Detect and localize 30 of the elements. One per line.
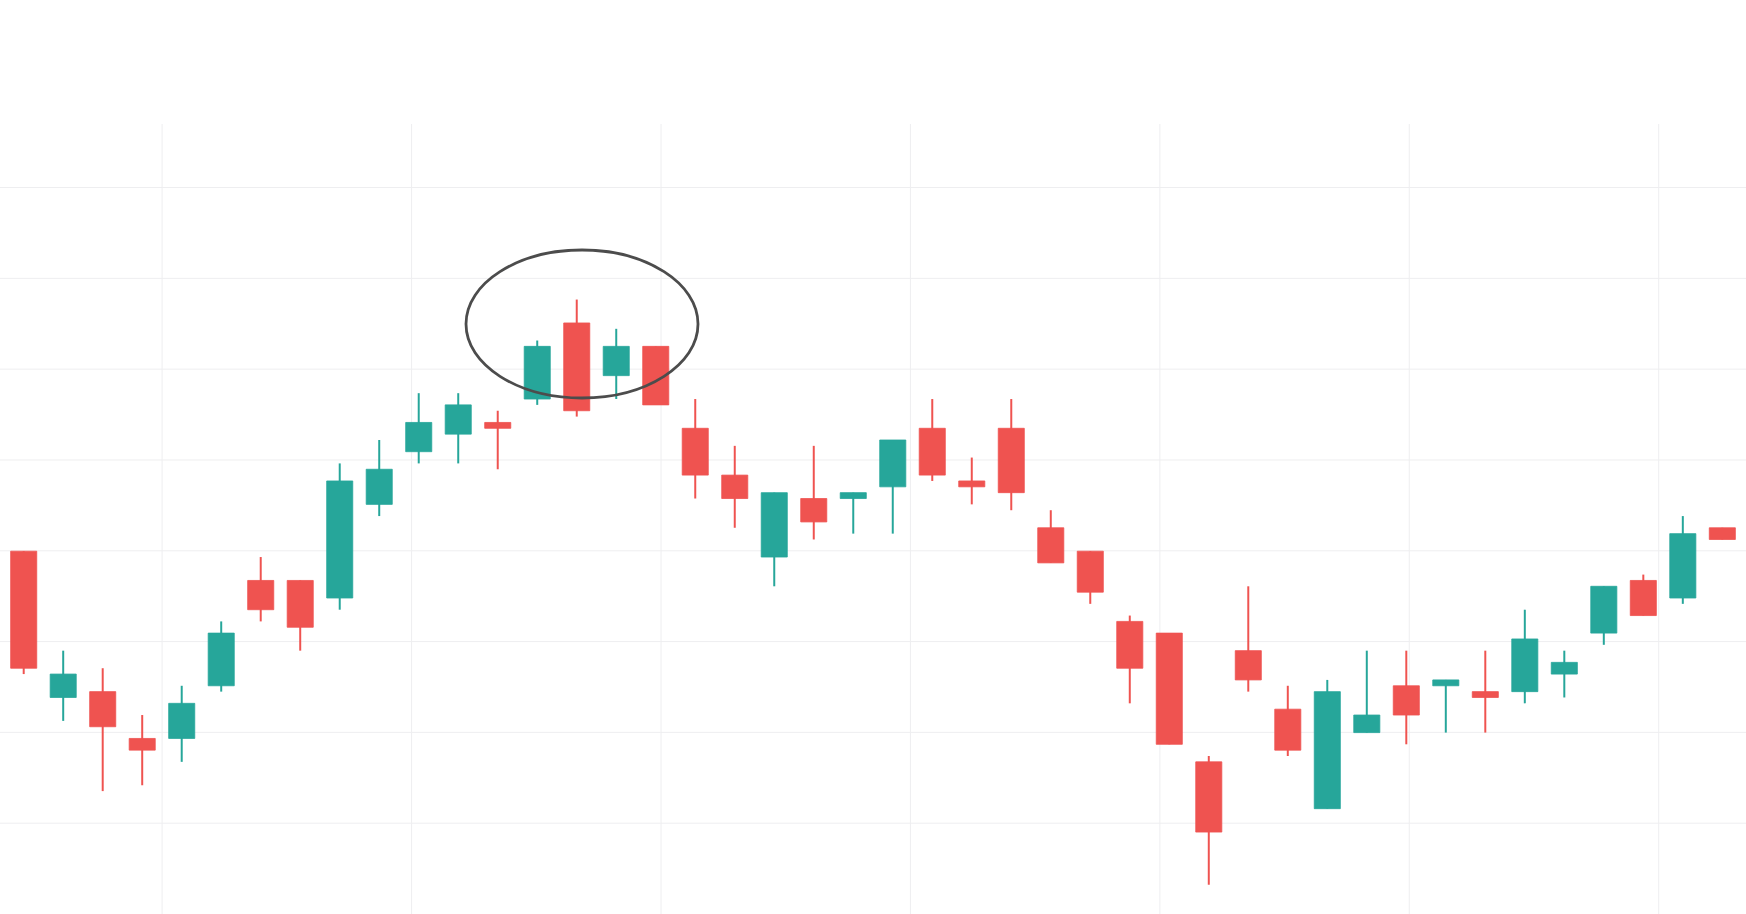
candlestick	[89, 667, 117, 793]
candlestick	[365, 438, 393, 518]
candlestick	[1629, 573, 1657, 617]
candlestick	[1550, 649, 1578, 699]
candlestick	[444, 392, 472, 465]
candlestick	[1234, 585, 1262, 693]
candlestick	[286, 579, 314, 652]
candlestick	[128, 714, 156, 787]
candlestick	[918, 398, 946, 482]
candlestick	[879, 438, 907, 535]
candlestick	[168, 684, 196, 763]
candlestick	[49, 649, 77, 722]
candlestick	[721, 444, 749, 529]
candlestick	[405, 392, 433, 465]
candlestick	[247, 556, 275, 623]
candlestick	[800, 444, 828, 541]
candlestick	[839, 491, 867, 535]
candlestick	[1274, 684, 1302, 757]
candlestick	[1471, 649, 1499, 734]
candlestick	[1392, 649, 1420, 746]
candlestick	[1432, 678, 1460, 734]
candlestick	[681, 398, 709, 500]
candlestick	[1590, 585, 1618, 646]
candlestick	[1116, 614, 1144, 705]
candlestick	[602, 327, 630, 401]
candlestick	[958, 456, 986, 506]
candlestick	[484, 409, 512, 471]
candlestick	[1037, 509, 1065, 564]
candlestick	[1353, 649, 1381, 734]
candlestick	[1076, 550, 1104, 605]
